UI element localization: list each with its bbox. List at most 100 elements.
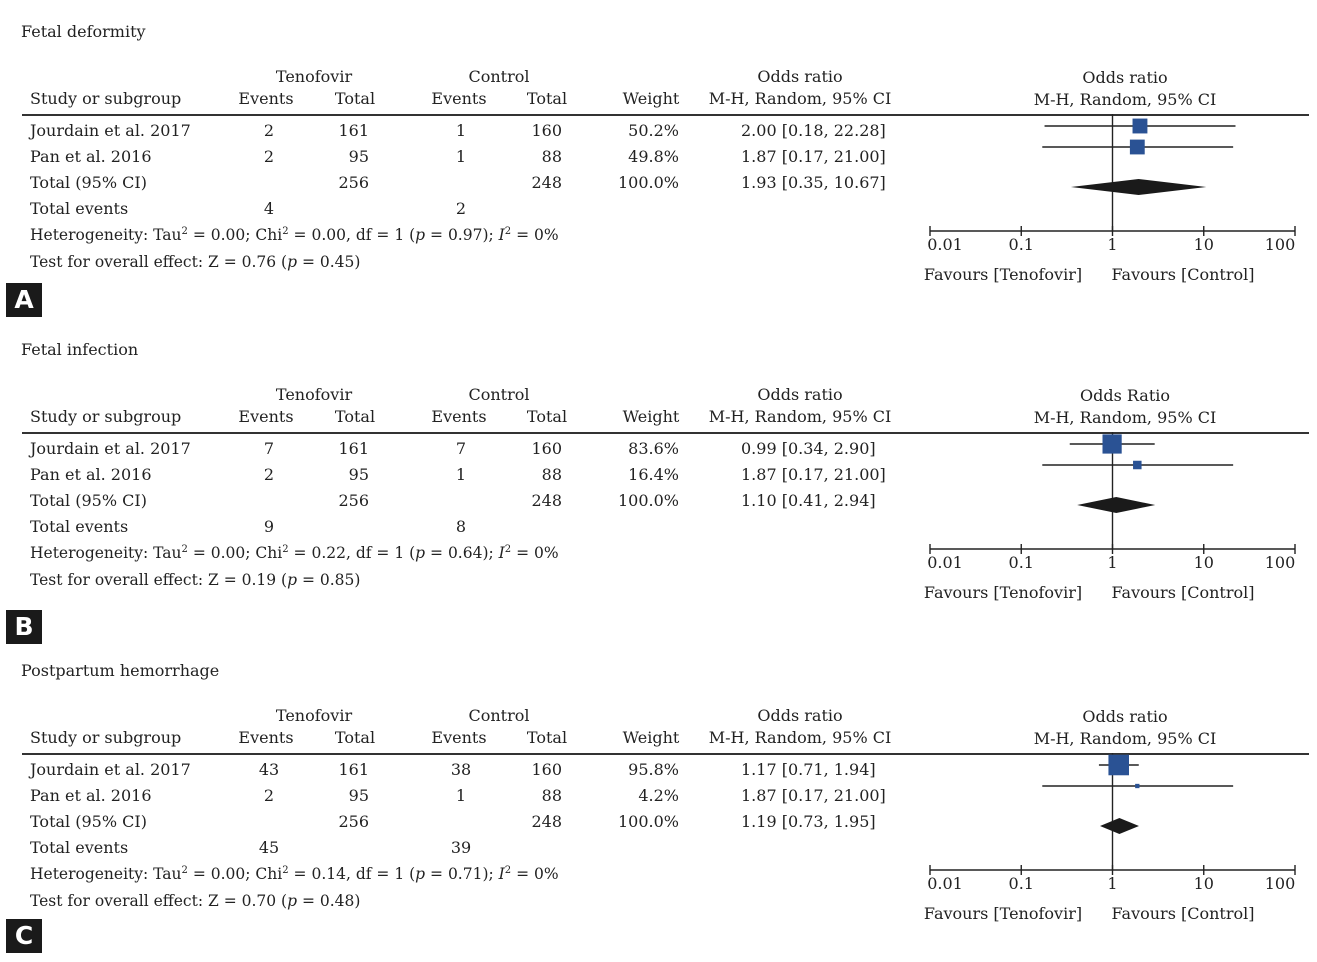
x-tick-label: 0.01 <box>927 235 963 254</box>
tenofovir-total-events: 9 <box>263 517 275 536</box>
panel-label: A <box>6 283 42 317</box>
header-control-total: Total <box>526 407 568 426</box>
header-study: Study or subgroup <box>30 728 182 747</box>
x-tick-label: 100 <box>1265 553 1296 572</box>
total-label: Total (95% CI) <box>30 491 147 510</box>
header-tenofovir-total: Total <box>334 728 376 747</box>
tenofovir-total: 95 <box>348 147 369 166</box>
study-name: Pan et al. 2016 <box>30 465 152 484</box>
study-point-marker <box>1129 139 1145 155</box>
study-name: Pan et al. 2016 <box>30 147 152 166</box>
favours-control-label: Favours [Control] <box>1112 904 1255 923</box>
forest-panel-b: Fetal infection Tenofovir Control Odds r… <box>0 318 1317 644</box>
header-weight: Weight <box>622 89 680 108</box>
total-events-label: Total events <box>30 199 129 218</box>
header-divider <box>22 753 1309 755</box>
header-weight: Weight <box>622 407 680 426</box>
overall-effect-text: Test for overall effect: Z = 0.76 (p = 0… <box>30 253 361 271</box>
plot-title: Odds ratio <box>1082 68 1167 87</box>
study-weight: 83.6% <box>628 439 679 458</box>
study-point-marker <box>1102 434 1122 454</box>
overall-effect-text: Test for overall effect: Z = 0.70 (p = 0… <box>30 892 361 910</box>
header-odds-ratio: Odds ratio <box>757 385 843 404</box>
favours-tenofovir-label: Favours [Tenofovir] <box>924 265 1082 284</box>
tenofovir-total: 161 <box>338 121 369 140</box>
header-weight: Weight <box>622 728 680 747</box>
x-tick-label: 10 <box>1194 553 1214 572</box>
forest-plot: Odds ratio M-H, Random, 95% CI 0.01 0.1 1 1… <box>924 707 1296 923</box>
tenofovir-total: 161 <box>338 760 369 779</box>
tenofovir-events: 2 <box>263 465 275 484</box>
x-tick-label: 0.1 <box>1009 553 1034 572</box>
control-total: 88 <box>541 147 562 166</box>
plot-method: M-H, Random, 95% CI <box>1034 90 1217 109</box>
total-weight: 100.0% <box>617 173 679 192</box>
control-total: 160 <box>531 760 562 779</box>
control-events: 1 <box>455 121 467 140</box>
control-total-sum: 248 <box>531 173 562 192</box>
tenofovir-total: 95 <box>348 465 369 484</box>
panel-label: B <box>6 610 42 644</box>
header-tenofovir-total: Total <box>334 89 376 108</box>
study-point-marker <box>1135 783 1140 789</box>
tenofovir-events: 2 <box>263 147 275 166</box>
forest-panel-a: Fetal deformity Tenofovir Control Odds r… <box>0 0 1317 320</box>
header-or-method: M-H, Random, 95% CI <box>708 89 892 108</box>
forest-panel-c: Postpartum hemorrhage Tenofovir Control … <box>0 639 1317 959</box>
study-ci: 0.99 [0.34, 2.90] <box>741 439 876 458</box>
control-total-sum: 248 <box>531 491 562 510</box>
panel-title: Postpartum hemorrhage <box>21 661 220 680</box>
header-control-events: Events <box>431 728 487 747</box>
study-ci: 1.17 [0.71, 1.94] <box>741 760 876 779</box>
control-events: 38 <box>450 760 472 779</box>
forest-plot: Odds Ratio M-H, Random, 95% CI 0.01 0.1 1 1… <box>924 386 1296 602</box>
header-odds-ratio: Odds ratio <box>757 706 843 725</box>
study-ci: 1.87 [0.17, 21.00] <box>741 147 886 166</box>
panel-title: Fetal deformity <box>21 22 146 41</box>
study-weight: 95.8% <box>628 760 679 779</box>
header-or-method: M-H, Random, 95% CI <box>708 728 892 747</box>
favours-tenofovir-label: Favours [Tenofovir] <box>924 904 1082 923</box>
tenofovir-events: 43 <box>258 760 280 779</box>
plot-method: M-H, Random, 95% CI <box>1034 729 1217 748</box>
header-tenofovir-total: Total <box>334 407 376 426</box>
control-total-events: 8 <box>455 517 467 536</box>
plot-title: Odds Ratio <box>1080 386 1170 405</box>
header-study: Study or subgroup <box>30 407 182 426</box>
overall-effect-text: Test for overall effect: Z = 0.19 (p = 0… <box>30 571 361 589</box>
header-group-tenofovir: Tenofovir <box>275 706 353 725</box>
study-point-marker <box>1132 118 1148 134</box>
x-tick-label: 0.01 <box>927 874 963 893</box>
x-tick-label: 0.01 <box>927 553 963 572</box>
control-total: 160 <box>531 439 562 458</box>
favours-control-label: Favours [Control] <box>1112 583 1255 602</box>
header-group-control: Control <box>468 706 530 725</box>
tenofovir-total-events: 45 <box>258 838 280 857</box>
study-weight: 4.2% <box>638 786 679 805</box>
header-study: Study or subgroup <box>30 89 182 108</box>
total-weight: 100.0% <box>617 491 679 510</box>
x-tick-label: 0.1 <box>1009 235 1034 254</box>
study-name: Jourdain et al. 2017 <box>30 121 191 140</box>
heterogeneity-text: Heterogeneity: Tau2 = 0.00; Chi2 = 0.00,… <box>30 225 559 244</box>
panel-label: C <box>6 919 42 953</box>
heterogeneity-text: Heterogeneity: Tau2 = 0.00; Chi2 = 0.22,… <box>30 543 559 562</box>
control-total: 88 <box>541 786 562 805</box>
study-weight: 49.8% <box>628 147 679 166</box>
total-events-label: Total events <box>30 838 129 857</box>
pooled-ci: 1.10 [0.41, 2.94] <box>741 491 876 510</box>
x-tick-label: 1 <box>1107 235 1117 254</box>
x-tick-label: 1 <box>1107 874 1117 893</box>
study-ci: 2.00 [0.18, 22.28] <box>741 121 886 140</box>
header-control-events: Events <box>431 89 487 108</box>
header-group-control: Control <box>468 67 530 86</box>
x-tick-label: 1 <box>1107 553 1117 572</box>
tenofovir-total-sum: 256 <box>338 812 369 831</box>
study-point-marker <box>1133 460 1142 470</box>
header-control-total: Total <box>526 89 568 108</box>
pooled-diamond <box>1077 497 1156 513</box>
total-weight: 100.0% <box>617 812 679 831</box>
tenofovir-events: 7 <box>263 439 275 458</box>
control-total: 88 <box>541 465 562 484</box>
plot-title: Odds ratio <box>1082 707 1167 726</box>
